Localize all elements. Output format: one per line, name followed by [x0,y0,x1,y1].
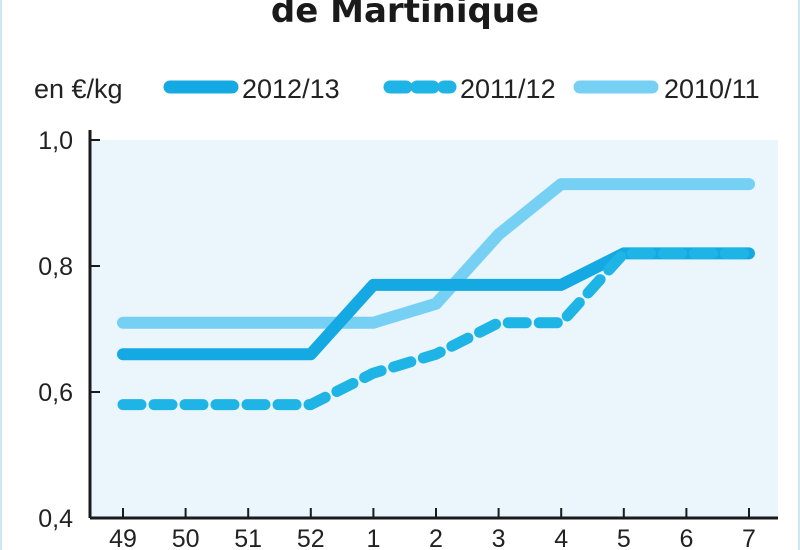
x-tick-label: 2 [429,525,443,550]
plot-background [90,140,778,518]
series-line-2011-12 [117,247,755,411]
y-tick-label: 0,6 [38,379,73,407]
unit-label: en €/kg [34,74,123,104]
x-tick-label: 51 [234,525,262,550]
x-tick-label: 50 [172,525,200,550]
axes: 0,4 0,6 0,8 1,0 49 50 51 52 1 2 3 4 5 6 7 [38,127,778,550]
chart-title: de Martinique [271,0,539,31]
x-tick-label: 6 [679,525,693,550]
legend-label: 2011/12 [460,74,556,104]
x-tick-label: 5 [617,525,631,550]
y-tick-label: 0,4 [38,505,73,533]
x-tick-label: 1 [366,525,380,550]
legend: 2012/13 2011/12 2010/11 [163,74,760,104]
series-line-2010-11 [117,178,755,329]
x-tick-label: 4 [554,525,568,550]
y-tick-label: 0,8 [38,253,73,281]
legend-label: 2012/13 [242,74,340,104]
x-tick-label: 3 [492,525,506,550]
legend-label: 2010/11 [664,74,760,104]
x-tick-label: 52 [297,525,325,550]
series-layer [117,178,755,411]
y-tick-label: 1,0 [38,127,73,155]
x-tick-label: 49 [109,525,137,550]
x-tick-label: 7 [742,525,756,550]
